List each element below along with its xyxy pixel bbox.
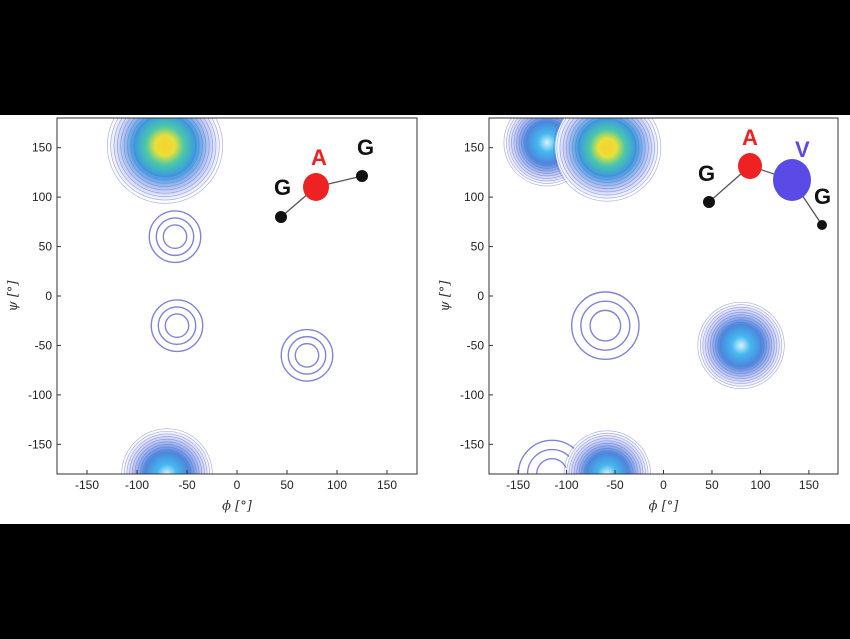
y-axis-label: ψ [°]	[438, 280, 453, 312]
x-tick-label: -100	[555, 478, 579, 492]
y-tick-label: 100	[464, 190, 484, 204]
x-tick-label: 0	[660, 478, 667, 492]
y-tick-label: 50	[471, 240, 485, 254]
residue-atom-a	[303, 173, 329, 201]
x-axis-label: ϕ [°]	[649, 499, 680, 514]
residue-label-g: G	[274, 175, 291, 200]
y-axis-label: ψ [°]	[6, 280, 21, 312]
residue-atom-g	[817, 220, 827, 230]
x-tick-label: 0	[234, 478, 241, 492]
x-tick-label: 150	[799, 478, 819, 492]
y-tick-label: 50	[39, 240, 53, 254]
residue-atom-a	[738, 153, 762, 179]
x-tick-label: 100	[750, 478, 770, 492]
residue-atom-v	[773, 159, 811, 201]
residue-label-a: A	[311, 145, 327, 170]
y-tick-label: 0	[477, 289, 484, 303]
x-tick-label: -100	[125, 478, 149, 492]
y-tick-label: -50	[467, 338, 485, 352]
x-tick-label: -50	[178, 478, 196, 492]
density-peak-2	[553, 118, 662, 202]
density-peak-3	[150, 299, 204, 353]
density-peak-4	[280, 328, 334, 382]
x-tick-label: 150	[377, 478, 397, 492]
y-tick-label: -150	[460, 437, 484, 451]
x-tick-label: -150	[506, 478, 530, 492]
x-tick-label: -150	[75, 478, 99, 492]
residue-atom-g	[703, 196, 715, 208]
density-peak-2	[148, 210, 202, 264]
y-tick-label: 150	[464, 141, 484, 155]
y-tick-label: 150	[32, 141, 52, 155]
residue-label-g: G	[357, 135, 374, 160]
x-tick-label: 50	[705, 478, 719, 492]
y-tick-label: -100	[28, 388, 52, 402]
residue-atom-g	[356, 170, 368, 182]
ramachandran-plot-ga: -150 -100 -50 0 50 100 150 -150 -100 -50 0 50 100 150…	[6, 117, 418, 514]
residue-label-g: G	[698, 161, 715, 186]
x-axis-label: ϕ [°]	[222, 499, 253, 514]
y-tick-label: 0	[45, 289, 52, 303]
residue-label-a: A	[742, 125, 758, 150]
residue-atom-g	[275, 211, 287, 223]
density-peak-1	[106, 118, 224, 204]
residue-label-v: V	[795, 137, 810, 162]
x-tick-label: 50	[280, 478, 294, 492]
y-tick-label: 100	[32, 190, 52, 204]
residue-label-g: G	[814, 184, 831, 209]
ramachandran-plot-gav: -150 -100 -50 0 50 100 150 -150 -100 -50 0 50 100 150…	[438, 117, 839, 514]
y-tick-label: -150	[28, 437, 52, 451]
density-peak-3	[570, 291, 640, 361]
y-tick-label: -50	[35, 338, 53, 352]
density-peak-4	[697, 301, 785, 390]
y-tick-label: -100	[460, 388, 484, 402]
x-tick-label: -50	[606, 478, 624, 492]
x-tick-label: 100	[327, 478, 347, 492]
